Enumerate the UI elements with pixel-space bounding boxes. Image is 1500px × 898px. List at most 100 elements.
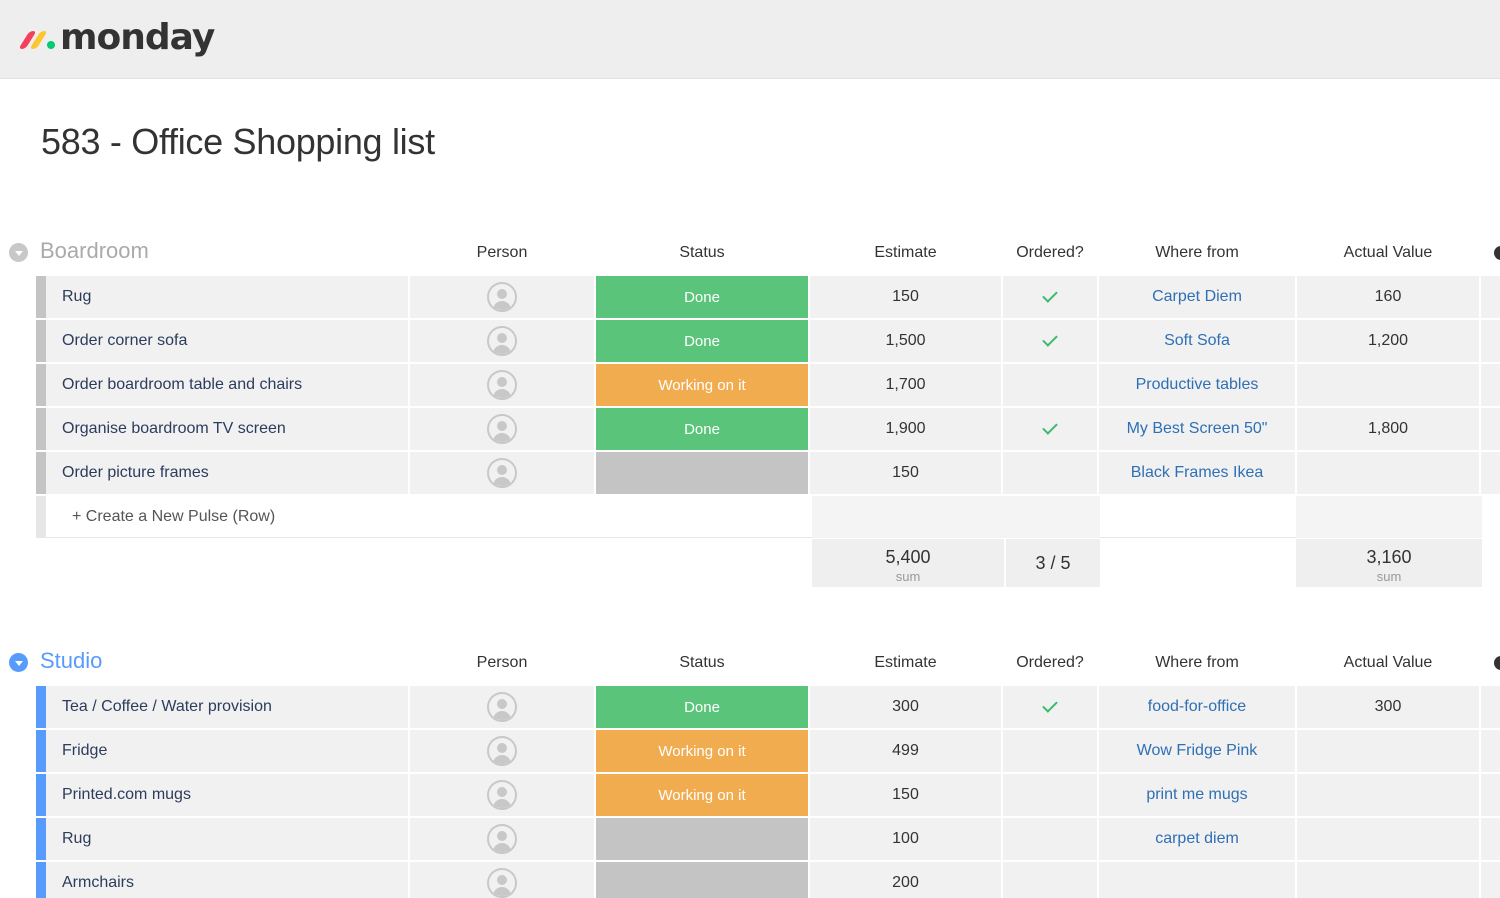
person-cell[interactable] <box>410 276 594 318</box>
table-row[interactable]: Organise boardroom TV screen Done 1,900 My … <box>36 408 1500 450</box>
column-header-where-from[interactable]: Where from <box>1155 654 1239 671</box>
actual-value-cell[interactable] <box>1297 452 1479 494</box>
actual-value-cell[interactable]: 1,200 <box>1297 320 1479 362</box>
pulse-name[interactable]: Organise boardroom TV screen <box>46 408 408 450</box>
person-cell[interactable] <box>410 862 594 898</box>
column-header-ordered[interactable]: Ordered? <box>1016 244 1084 261</box>
person-avatar-icon[interactable] <box>487 692 517 722</box>
pulse-name[interactable]: Order picture frames <box>46 452 408 494</box>
person-avatar-icon[interactable] <box>487 370 517 400</box>
person-cell[interactable] <box>410 364 594 406</box>
estimate-cell[interactable]: 200 <box>810 862 1001 898</box>
row-color-bar[interactable] <box>36 276 46 318</box>
monday-logo[interactable]: monday <box>18 18 215 58</box>
row-color-bar[interactable] <box>36 730 46 772</box>
person-avatar-icon[interactable] <box>487 780 517 810</box>
estimate-cell[interactable]: 150 <box>810 276 1001 318</box>
estimate-cell[interactable]: 1,500 <box>810 320 1001 362</box>
ordered-checkbox[interactable] <box>1003 730 1097 772</box>
pulse-name[interactable]: Printed.com mugs <box>46 774 408 816</box>
status-cell[interactable] <box>596 452 808 494</box>
actual-value-cell[interactable] <box>1297 862 1479 898</box>
table-row[interactable]: Tea / Coffee / Water provision Done 300 foo… <box>36 686 1500 728</box>
row-color-bar[interactable] <box>36 774 46 816</box>
estimate-cell[interactable]: 100 <box>810 818 1001 860</box>
actual-value-cell[interactable]: 300 <box>1297 686 1479 728</box>
actual-value-cell[interactable] <box>1297 730 1479 772</box>
column-header-estimate[interactable]: Estimate <box>874 244 937 261</box>
add-column-icon[interactable] <box>1494 656 1500 670</box>
status-cell[interactable]: Done <box>596 276 808 318</box>
status-cell[interactable]: Working on it <box>596 730 808 772</box>
table-row[interactable]: Printed.com mugs Working on it 150 print me… <box>36 774 1500 816</box>
ordered-checkbox[interactable] <box>1003 686 1097 728</box>
column-header-actual-value[interactable]: Actual Value <box>1343 244 1433 261</box>
status-cell[interactable]: Working on it <box>596 774 808 816</box>
where-from-link[interactable]: carpet diem <box>1099 818 1295 860</box>
person-cell[interactable] <box>410 774 594 816</box>
table-row[interactable]: Rug 100 carpet diem <box>36 818 1500 860</box>
create-pulse-button[interactable]: + Create a New Pulse (Row) <box>72 508 276 525</box>
column-header-person[interactable]: Person <box>476 244 528 261</box>
estimate-cell[interactable]: 1,700 <box>810 364 1001 406</box>
column-header-person[interactable]: Person <box>476 654 528 671</box>
person-cell[interactable] <box>410 452 594 494</box>
where-from-link[interactable]: Carpet Diem <box>1099 276 1295 318</box>
where-from-link[interactable]: Black Frames Ikea <box>1099 452 1295 494</box>
where-from-link[interactable]: Productive tables <box>1099 364 1295 406</box>
column-header-estimate[interactable]: Estimate <box>874 654 937 671</box>
where-from-link[interactable]: My Best Screen 50" <box>1099 408 1295 450</box>
row-color-bar[interactable] <box>36 686 46 728</box>
pulse-name[interactable]: Fridge <box>46 730 408 772</box>
actual-value-cell[interactable] <box>1297 364 1479 406</box>
actual-value-cell[interactable]: 1,800 <box>1297 408 1479 450</box>
estimate-cell[interactable]: 499 <box>810 730 1001 772</box>
person-avatar-icon[interactable] <box>487 736 517 766</box>
actual-value-cell[interactable] <box>1297 818 1479 860</box>
row-color-bar[interactable] <box>36 364 46 406</box>
table-row[interactable]: Order boardroom table and chairs Working … <box>36 364 1500 406</box>
group-title[interactable]: Boardroom <box>40 238 149 263</box>
table-row[interactable]: Rug Done 150 Carpet Diem 160 <box>36 276 1500 318</box>
status-cell[interactable] <box>596 818 808 860</box>
group-title[interactable]: Studio <box>40 648 103 673</box>
ordered-checkbox[interactable] <box>1003 276 1097 318</box>
table-row[interactable]: Armchairs 200 <box>36 862 1500 898</box>
estimate-cell[interactable]: 1,900 <box>810 408 1001 450</box>
add-column-icon[interactable] <box>1494 246 1500 260</box>
row-color-bar[interactable] <box>36 320 46 362</box>
status-cell[interactable]: Done <box>596 320 808 362</box>
row-color-bar[interactable] <box>36 452 46 494</box>
estimate-cell[interactable]: 300 <box>810 686 1001 728</box>
ordered-checkbox[interactable] <box>1003 320 1097 362</box>
pulse-name[interactable]: Armchairs <box>46 862 408 898</box>
person-avatar-icon[interactable] <box>487 414 517 444</box>
actual-value-cell[interactable] <box>1297 774 1479 816</box>
collapse-group-icon[interactable] <box>9 243 28 262</box>
estimate-cell[interactable]: 150 <box>810 774 1001 816</box>
column-header-status[interactable]: Status <box>679 654 725 671</box>
ordered-checkbox[interactable] <box>1003 408 1097 450</box>
where-from-link[interactable] <box>1099 862 1295 898</box>
table-row[interactable]: Order corner sofa Done 1,500 Soft Sofa 1,200 <box>36 320 1500 362</box>
table-row[interactable]: Fridge Working on it 499 Wow Fridge Pink <box>36 730 1500 772</box>
column-header-status[interactable]: Status <box>679 244 725 261</box>
status-cell[interactable]: Done <box>596 408 808 450</box>
row-color-bar[interactable] <box>36 862 46 898</box>
where-from-link[interactable]: Wow Fridge Pink <box>1099 730 1295 772</box>
table-row[interactable]: Order picture frames 150 Black Frames Ikea <box>36 452 1500 494</box>
pulse-name[interactable]: Order corner sofa <box>46 320 408 362</box>
row-color-bar[interactable] <box>36 818 46 860</box>
where-from-link[interactable]: print me mugs <box>1099 774 1295 816</box>
actual-value-cell[interactable]: 160 <box>1297 276 1479 318</box>
person-avatar-icon[interactable] <box>487 824 517 854</box>
person-avatar-icon[interactable] <box>487 326 517 356</box>
where-from-link[interactable]: Soft Sofa <box>1099 320 1295 362</box>
create-pulse-row[interactable]: + Create a New Pulse (Row) <box>36 496 1482 538</box>
pulse-name[interactable]: Rug <box>46 818 408 860</box>
status-cell[interactable] <box>596 862 808 898</box>
collapse-group-icon[interactable] <box>9 653 28 672</box>
person-cell[interactable] <box>410 408 594 450</box>
status-cell[interactable]: Working on it <box>596 364 808 406</box>
person-avatar-icon[interactable] <box>487 458 517 488</box>
